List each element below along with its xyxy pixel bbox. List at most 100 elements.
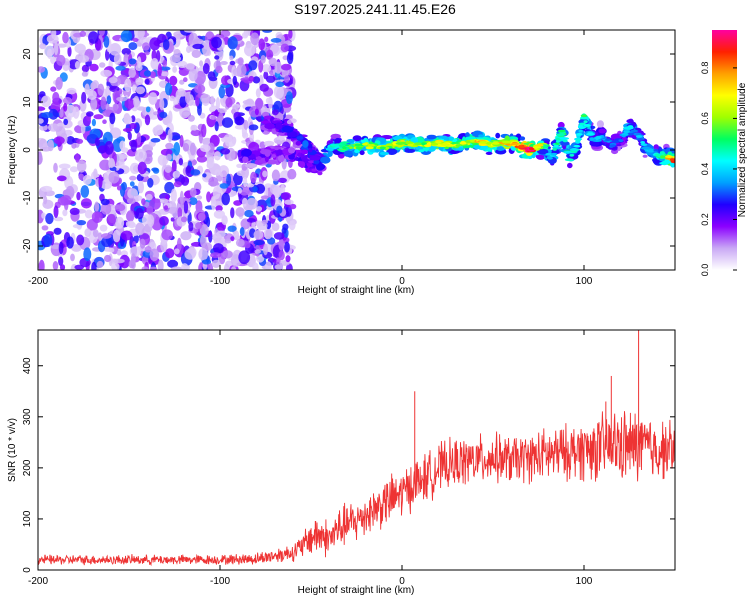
spectrogram-noise-blob [165,82,173,96]
spectrogram-noise-blob [191,124,198,131]
spectrogram-signal-blob [282,125,294,133]
spectrogram-noise-blob [119,254,130,269]
spectrogram-noise-blob [74,264,84,270]
spectrogram-signal-blob [354,149,359,154]
spectrogram-noise-blob [102,119,107,124]
spectrogram-noise-blob [137,180,144,194]
spectrogram-noise-blob [183,77,188,83]
spectrogram-noise-blob [221,117,234,128]
spectrogram-signal-blob [465,132,470,138]
spectrogram-signal-blob [261,120,271,124]
snr-y-tick-label: 300 [22,408,33,425]
spectrogram-noise-blob [229,60,236,66]
spectrogram-signal-core [354,143,361,147]
spectrogram-noise-blob [258,60,264,73]
spectrogram-signal-blob [616,146,621,152]
spectrogram-noise-blob [76,191,81,201]
spectrogram-noise-blob [271,222,280,232]
spectrogram-noise-blob [54,42,59,56]
spectrogram-noise-blob [98,174,103,189]
spectrogram-noise-blob [38,138,48,151]
spectrogram-noise-blob [41,95,51,108]
spectrogram-noise-blob [180,216,188,223]
spectrogram-noise-blob [157,63,162,77]
spectrogram-noise-blob [106,213,116,226]
spectrogram-secondary-blob [317,171,323,176]
spectrogram-noise-blob [202,173,207,178]
spectrogram-noise-blob [178,158,184,166]
spectrogram-noise-blob [147,177,154,188]
spectrogram-noise-blob [58,256,64,266]
spectrogram-noise-blob [126,197,136,205]
spectrogram-signal-blob [275,122,283,130]
spectrogram-noise-blob [144,78,150,85]
spectrogram-noise-blob [236,65,241,77]
spectrogram-noise-blob [152,168,160,174]
spectrogram-noise-blob [103,35,110,48]
spectrogram-secondary-blob [278,154,285,163]
spectrogram-xlabel: Height of straight line (km) [298,285,415,296]
spectrogram-noise-blob [196,155,207,163]
spectrogram-noise-blob [196,195,203,200]
spectrogram-noise-blob [38,118,44,124]
spectrogram-signal-blob [320,156,331,164]
spectrogram-noise-blob [58,241,64,255]
spectrogram-noise-blob [252,76,261,84]
spectrogram-signal-core [580,114,588,118]
spectrogram-signal-blob [343,150,353,157]
spectrogram-noise-blob [162,39,170,51]
spectrogram-signal-core [570,148,578,151]
spectrogram-noise-blob [108,77,118,84]
spectrogram-noise-blob [222,250,233,259]
spectrogram-marks [38,30,675,270]
spectrogram-noise-blob [244,210,254,218]
spectrogram-noise-blob [108,171,120,184]
spectrogram-noise-blob [53,227,62,235]
spectrogram-signal-core [647,149,654,153]
spectrogram-noise-blob [91,211,103,224]
spectrogram-noise-blob [185,63,195,70]
spectrogram-noise-blob [184,248,196,260]
spectrogram-noise-blob [270,194,276,207]
snr-y-ticks: 0 100 200 300 400 [22,357,675,573]
spectrogram-signal-core [578,129,583,133]
spectrogram-signal-blob [316,163,326,170]
spectrogram-signal-blob [464,136,477,141]
spectrogram-signal-core [586,132,595,136]
spectrogram-noise-blob [221,192,230,206]
snr-y-tick-label: 0 [22,567,33,573]
spectrogram-signal-blob [653,144,659,151]
spectrogram-noise-blob [179,95,187,108]
spectrogram-signal-core [564,158,574,162]
spectrogram-noise-blob [265,228,273,240]
spectrogram-noise-blob [96,260,104,269]
spectrogram-noise-blob [55,125,66,139]
spectrogram-signal-blob [495,132,501,139]
spectrogram-noise-blob [59,109,64,118]
spectrogram-noise-blob [41,212,46,219]
spectrogram-noise-blob [208,181,220,186]
spectrogram-noise-blob [90,81,98,91]
spectrogram-noise-blob [243,176,248,188]
spectrogram-signal-core [559,137,570,140]
spectrogram-noise-blob [272,186,282,198]
spectrogram-noise-blob [108,157,115,169]
spectrogram-noise-blob [172,66,178,73]
spectrogram-noise-blob [86,111,94,117]
spectrogram-signal-core [563,151,572,154]
spectrogram-signal-blob [302,140,309,148]
spectrogram-noise-blob [157,198,169,204]
spectrogram-signal-core [511,142,519,146]
snr-marks [38,330,675,567]
spectrogram-noise-blob [52,261,59,270]
spectrogram-noise-blob [81,91,87,104]
spectrogram-signal-core [595,136,601,140]
spectrogram-noise-blob [285,255,291,263]
spectrogram-noise-blob [165,142,174,150]
spectrogram-noise-blob [163,205,169,211]
spectrogram-noise-blob [112,258,125,264]
spectrogram-noise-blob [195,222,203,230]
spectrogram-noise-blob [148,92,158,105]
spectrogram-noise-blob [243,119,249,130]
spectrogram-noise-blob [243,30,249,37]
